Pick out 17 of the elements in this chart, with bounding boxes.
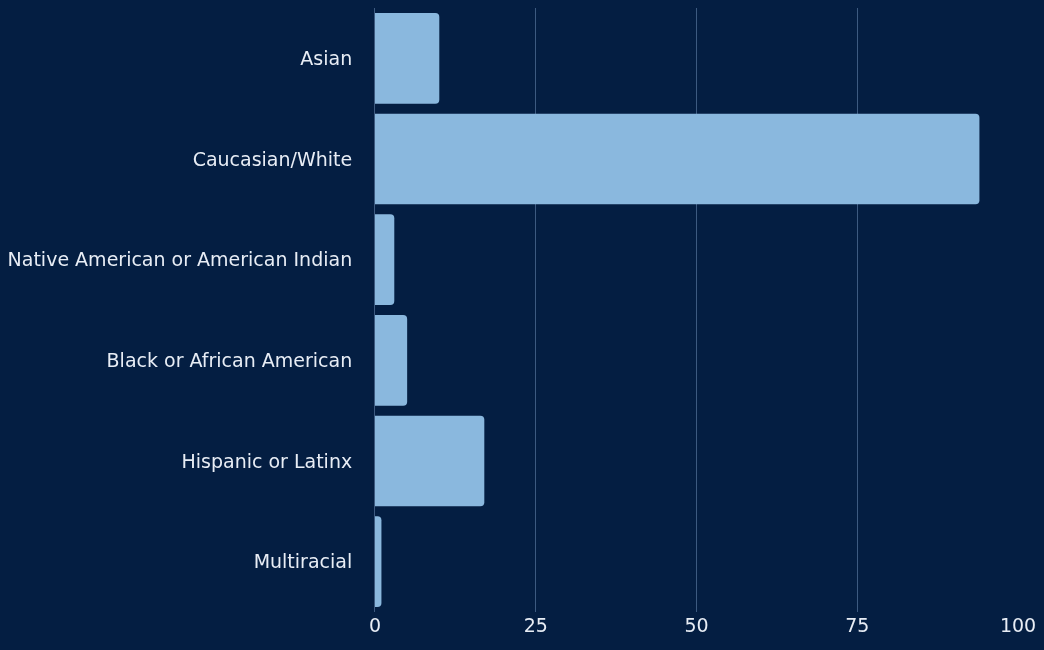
bar — [375, 214, 395, 305]
x-tick-label: 50 — [684, 614, 709, 636]
x-tick-label: 0 — [368, 614, 382, 636]
y-tick-label: Hispanic or Latinx — [181, 449, 353, 472]
y-tick-label: Black or African American — [106, 348, 353, 371]
x-tick-label: 25 — [523, 614, 548, 636]
bar — [375, 113, 980, 205]
x-tick-label: 100 — [999, 614, 1037, 636]
bar — [375, 13, 440, 104]
y-tick-label: Native American or American Indian — [7, 248, 353, 271]
bar — [375, 415, 485, 507]
bar — [375, 315, 408, 406]
bar — [375, 516, 382, 607]
y-tick-label: Caucasian/White — [192, 147, 353, 170]
y-tick-label: Asian — [300, 46, 353, 69]
x-tick-label: 75 — [845, 614, 870, 636]
y-tick-label: Multiracial — [253, 550, 353, 573]
